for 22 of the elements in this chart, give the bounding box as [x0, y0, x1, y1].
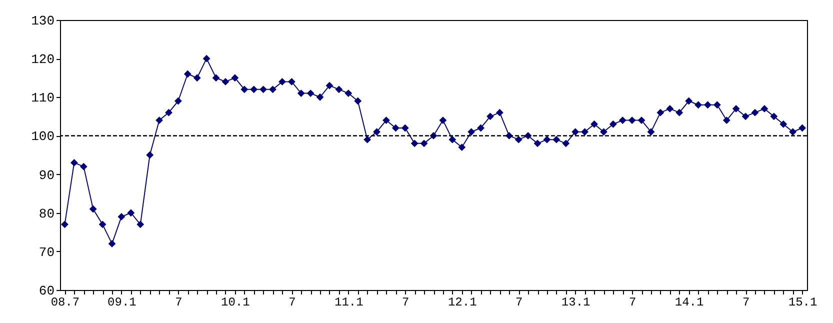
x-tick-label: 08.7: [50, 296, 80, 310]
x-tick-label: 09.1: [108, 296, 136, 310]
x-tick-label: 7: [516, 296, 523, 310]
y-tick-label: 90: [38, 168, 54, 183]
y-tick-label: 130: [31, 14, 54, 28]
x-tick-label: 7: [402, 296, 410, 310]
x-tick-label: 15.1: [788, 296, 818, 310]
x-tick-label: 7: [288, 296, 296, 310]
x-tick-label: 12.1: [448, 296, 477, 310]
x-tick-label: 11.1: [334, 296, 364, 310]
y-tick-label: 120: [31, 52, 54, 68]
y-tick-label: 60: [38, 284, 54, 298]
y-tick-label: 70: [38, 244, 54, 260]
x-tick-label: 13.1: [561, 296, 590, 310]
x-tick-label: 7: [175, 296, 182, 310]
x-tick-label: 14.1: [674, 296, 704, 310]
y-tick-label: 100: [31, 129, 54, 144]
y-tick-label: 110: [31, 90, 54, 106]
y-tick-label: 80: [38, 206, 54, 222]
x-tick-label: 7: [742, 296, 750, 310]
x-tick-label: 7: [628, 296, 636, 310]
x-tick-label: 10.1: [221, 296, 250, 310]
